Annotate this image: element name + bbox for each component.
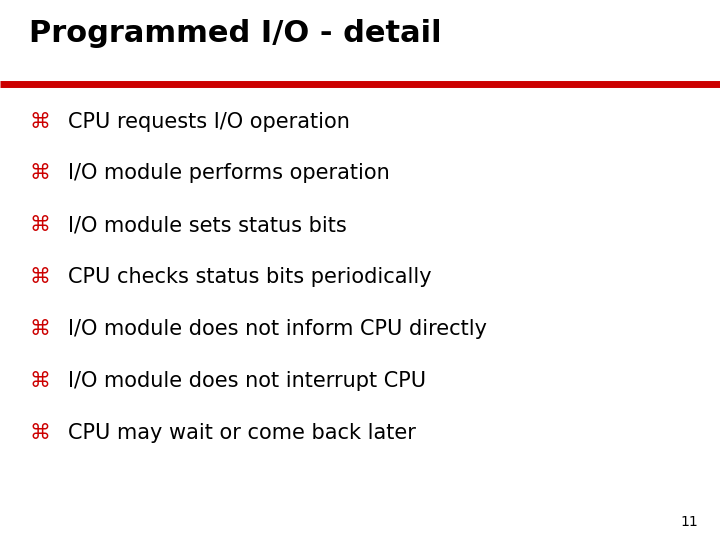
Text: I/O module does not interrupt CPU: I/O module does not interrupt CPU xyxy=(68,370,426,391)
Text: ⌘: ⌘ xyxy=(30,422,50,443)
Text: CPU requests I/O operation: CPU requests I/O operation xyxy=(68,111,350,132)
Text: ⌘: ⌘ xyxy=(30,267,50,287)
Text: CPU may wait or come back later: CPU may wait or come back later xyxy=(68,422,416,443)
Text: ⌘: ⌘ xyxy=(30,111,50,132)
Text: I/O module does not inform CPU directly: I/O module does not inform CPU directly xyxy=(68,319,487,339)
Text: I/O module performs operation: I/O module performs operation xyxy=(68,163,390,184)
Text: CPU checks status bits periodically: CPU checks status bits periodically xyxy=(68,267,432,287)
Text: I/O module sets status bits: I/O module sets status bits xyxy=(68,215,347,235)
Text: ⌘: ⌘ xyxy=(30,370,50,391)
Text: 11: 11 xyxy=(680,515,698,529)
Text: Programmed I/O - detail: Programmed I/O - detail xyxy=(29,19,441,48)
Text: ⌘: ⌘ xyxy=(30,319,50,339)
Text: ⌘: ⌘ xyxy=(30,163,50,184)
Text: ⌘: ⌘ xyxy=(30,215,50,235)
